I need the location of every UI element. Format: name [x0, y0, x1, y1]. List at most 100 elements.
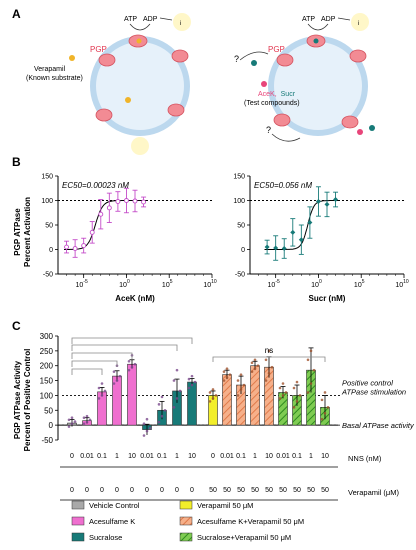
replicate-point [236, 394, 240, 397]
pgp-label-left: PGP [90, 45, 107, 54]
y-tick-label: 100 [233, 198, 245, 205]
replicate-point [253, 367, 257, 370]
test-sucr-label: Sucr [281, 91, 296, 98]
sucr-molecule [369, 125, 375, 131]
pi-icon-left-bottom [131, 137, 149, 155]
replicate-point [309, 349, 313, 353]
test-label-line1: AceK, Sucr [258, 91, 296, 98]
sucr-molecule [313, 38, 319, 44]
replicate-point [225, 376, 229, 379]
verapamil-value: 50 [251, 487, 259, 494]
bar [250, 365, 260, 426]
y-tick-label: 300 [40, 332, 54, 341]
x-tick-label: 100 [311, 279, 322, 289]
replicate-point [228, 373, 232, 376]
replicate-point [253, 358, 257, 362]
ns-label: ns [265, 346, 273, 355]
nns-value: 1 [115, 453, 119, 460]
replicate-point [97, 397, 101, 400]
replicate-point [73, 420, 77, 423]
data-point [324, 201, 330, 207]
replicate-point [70, 416, 74, 420]
pgp-transporter [273, 113, 291, 127]
replicate-point [187, 386, 191, 390]
nns-value: 0.1 [236, 453, 246, 460]
data-point [106, 205, 112, 211]
verapamil-value: 50 [223, 487, 231, 494]
verapamil-value: 50 [209, 487, 217, 494]
legend-swatch [71, 532, 85, 542]
ec50-annotation: EC50=0.00023 nM [62, 181, 129, 190]
x-tick-label: 105 [354, 279, 365, 289]
replicate-point [236, 379, 240, 382]
pi-icon-left [173, 13, 191, 31]
x-tick-base: 10 [162, 282, 170, 289]
replicate-point [82, 416, 86, 420]
legend-label: Sucralose [89, 533, 122, 542]
replicate-point [242, 383, 246, 387]
x-tick-exponent: 0 [127, 279, 130, 285]
replicate-point [267, 371, 271, 375]
replicate-point [175, 368, 179, 372]
verapamil-value: 0 [190, 487, 194, 494]
pgp-transporter [341, 115, 359, 129]
y-tick-label: 100 [41, 198, 53, 205]
replicate-point [250, 370, 254, 373]
replicate-point [309, 382, 313, 385]
x-tick-base: 10 [268, 282, 276, 289]
replicate-point [278, 397, 282, 400]
verapamil-molecule [125, 97, 131, 103]
replicate-point [103, 389, 107, 393]
nns-value: 10 [188, 453, 196, 460]
replicate-point [214, 394, 218, 397]
verapamil-value: 0 [100, 487, 104, 494]
question-arrow [271, 133, 301, 142]
replicate-point [267, 349, 271, 353]
data-point [141, 199, 147, 205]
replicate-point [85, 414, 89, 418]
legend-swatch [71, 516, 85, 526]
x-tick-label: 10-5 [268, 279, 280, 289]
nns-row-label: NNS (nM) [348, 454, 382, 463]
data-point [307, 220, 313, 226]
pi-label-right: i [358, 21, 359, 27]
ns-bracket [212, 356, 326, 362]
replicate-point [100, 382, 104, 385]
replicate-point [278, 386, 282, 390]
x-tick-label: 105 [162, 279, 173, 289]
y-tick-label: 0 [49, 421, 54, 430]
x-tick-exponent: -5 [275, 279, 280, 285]
replicate-point [172, 406, 176, 409]
y-tick-label: 150 [41, 174, 53, 181]
atp-label-right: ATP [302, 16, 315, 23]
replicate-point [97, 386, 101, 390]
pi-arrow-right [337, 17, 351, 21]
x-tick-base: 10 [311, 282, 319, 289]
significance-bracket [71, 337, 193, 344]
nns-value: 1 [309, 453, 313, 460]
positive-control-label: Positive control [342, 378, 393, 387]
replicate-point [187, 377, 191, 381]
chart-bars: -50050100150200250300000.0100.10101000.0… [40, 332, 415, 501]
x-axis-label: Sucr (nM) [309, 294, 346, 303]
replicate-point [250, 361, 254, 365]
y-tick-label: -50 [235, 272, 245, 279]
fit-curve [64, 200, 147, 250]
replicate-point [67, 418, 71, 422]
replicate-point [306, 391, 310, 394]
legend-swatch [71, 500, 85, 510]
x-tick-base: 10 [395, 282, 403, 289]
data-point [64, 244, 70, 250]
x-tick-exponent: 10 [403, 279, 409, 285]
substrate-label-line1: Verapamil [34, 66, 66, 73]
replicate-point [157, 403, 161, 406]
verapamil-value: 0 [70, 487, 74, 494]
substrate-label-line2: (Known substrate) [26, 75, 83, 82]
significance-bracket [71, 360, 118, 367]
nns-value: 0.01 [80, 453, 94, 460]
data-point [98, 211, 104, 217]
nns-value: 0.1 [292, 453, 302, 460]
nns-value: 0.01 [140, 453, 154, 460]
